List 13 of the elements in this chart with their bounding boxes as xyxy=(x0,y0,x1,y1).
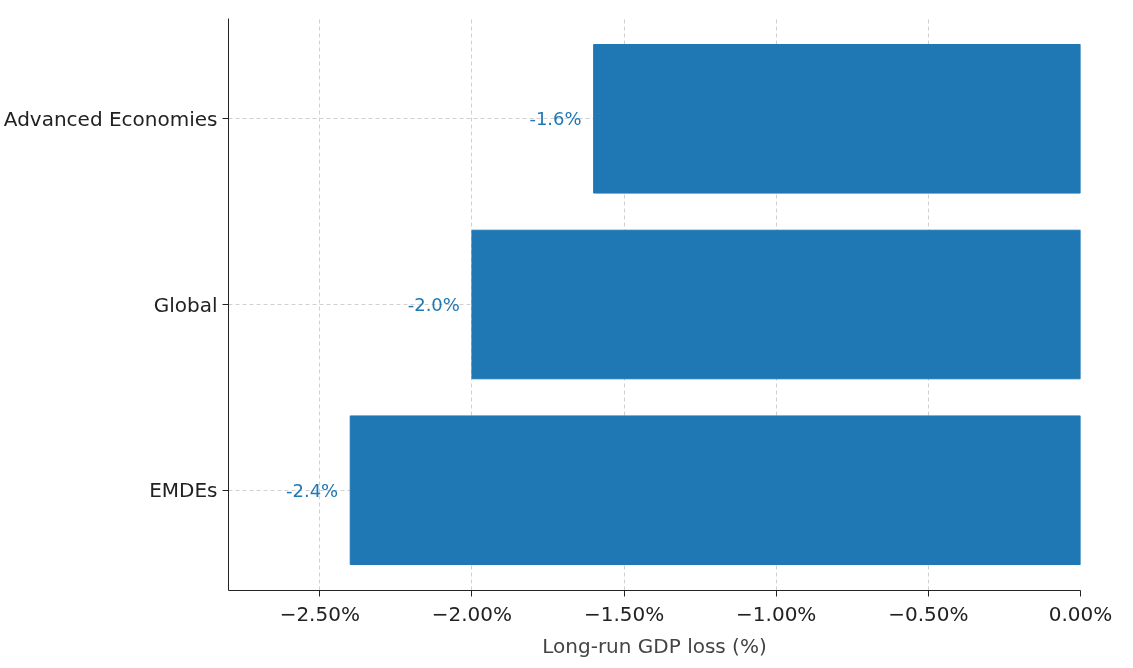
y-tick-label: Global xyxy=(153,292,218,317)
x-tick-label: −0.50% xyxy=(888,601,969,626)
x-tick-label: 0.00% xyxy=(1048,601,1113,626)
x-tick-label: −2.00% xyxy=(431,601,513,626)
data-label: -1.6% xyxy=(529,108,582,130)
x-axis-title: Long-run GDP loss (%) xyxy=(542,633,767,658)
y-tick-label: EMDEs xyxy=(149,478,218,503)
x-tick-label: −2.50% xyxy=(279,601,360,626)
data-label: -2.0% xyxy=(407,294,460,315)
x-tick-label: −1.50% xyxy=(583,601,665,626)
y-tick-label: Advanced Economies xyxy=(3,106,218,131)
x-tick-label: −1.00% xyxy=(736,601,817,626)
data-label: -2.4% xyxy=(285,479,339,501)
